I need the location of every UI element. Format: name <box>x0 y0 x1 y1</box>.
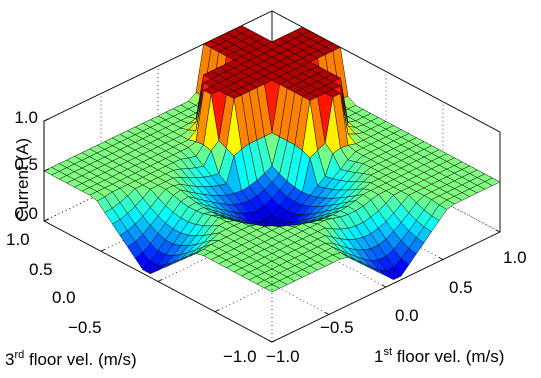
z-tick-label: 1.0 <box>14 108 38 127</box>
z-axis-label: Current (A) <box>13 138 32 222</box>
y-tick-label: −1.0 <box>223 347 257 366</box>
y-tick <box>271 339 277 343</box>
y-tick <box>157 279 163 282</box>
y-tick <box>214 309 220 313</box>
y-tick-label: 0.5 <box>29 260 53 279</box>
x-tick-label: 0.0 <box>395 306 419 325</box>
z-tick <box>43 118 50 122</box>
y-axis-label: 3rd floor vel. (m/s) <box>5 349 137 369</box>
x-tick-label: −0.5 <box>320 318 354 337</box>
x-tick <box>438 257 444 260</box>
surface-patch <box>263 284 281 293</box>
current-surface <box>43 25 501 293</box>
x-tick <box>381 284 387 288</box>
z-tick-label: 0.0 <box>14 204 38 223</box>
y-tick <box>100 248 106 252</box>
box-outline <box>43 118 501 343</box>
y-tick-label: −0.5 <box>68 318 102 337</box>
y-tick-label: 0.0 <box>52 288 76 307</box>
x-tick <box>267 339 273 343</box>
x-tick <box>495 229 501 233</box>
z-tick <box>43 168 50 172</box>
x-tick-label: −1.0 <box>266 347 300 366</box>
z-tick-label: 0.5 <box>14 155 38 174</box>
x-tick <box>324 312 330 315</box>
x-axis-label: 1st floor vel. (m/s) <box>374 346 504 366</box>
y-tick <box>43 218 49 222</box>
x-tick-label: 1.0 <box>503 248 527 267</box>
x-tick-label: 0.5 <box>449 278 473 297</box>
y-tick-label: 1.0 <box>6 230 30 249</box>
